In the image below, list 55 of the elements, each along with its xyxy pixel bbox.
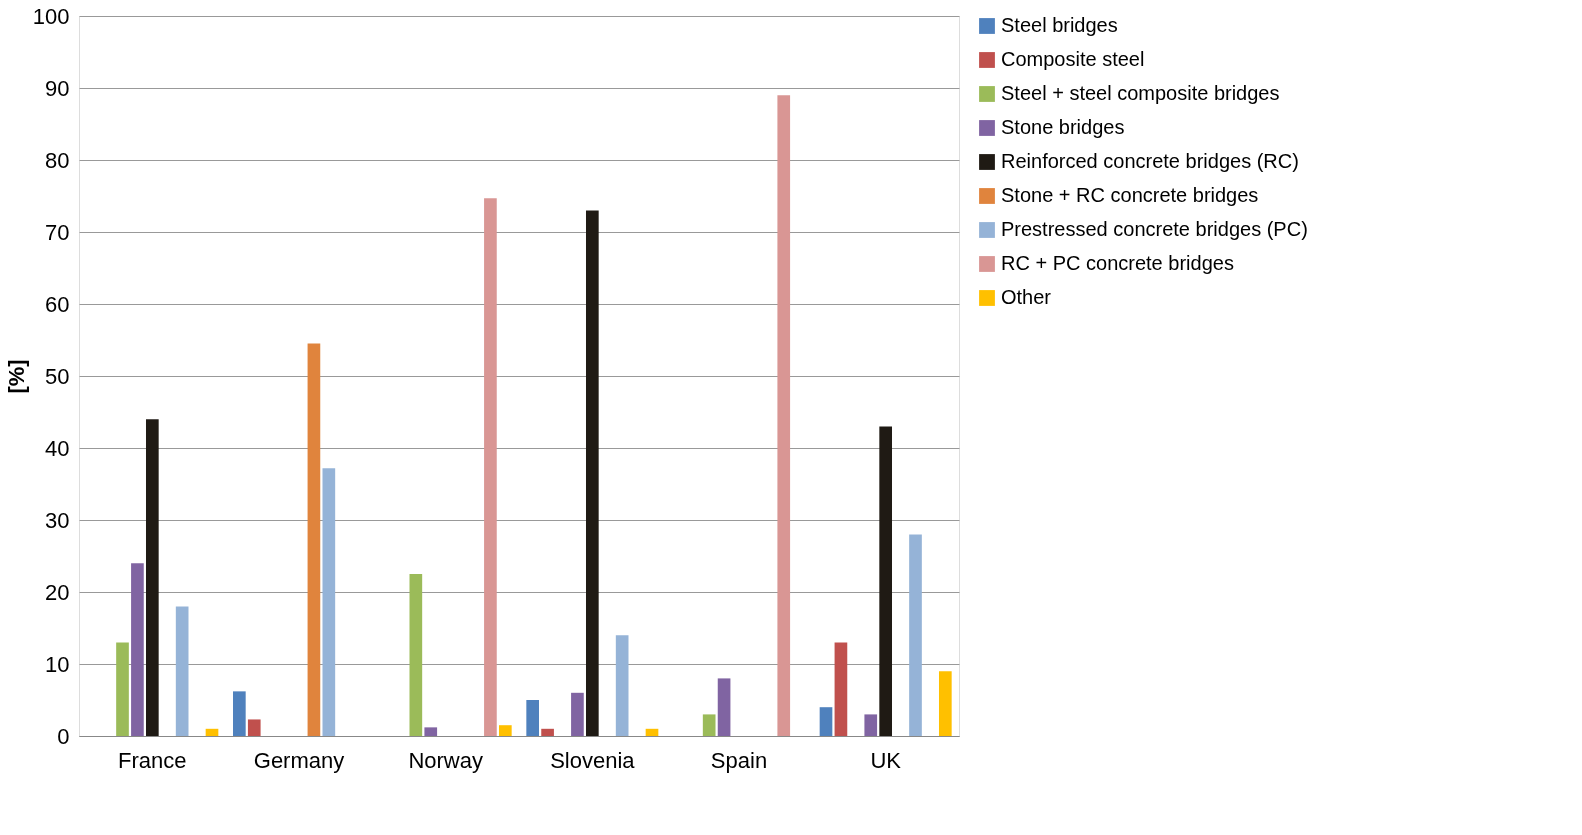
bar (175, 606, 189, 736)
y-tick-label: 30 (45, 507, 70, 533)
bar (717, 678, 731, 736)
bar (205, 728, 219, 736)
bar (484, 198, 497, 736)
y-tick-label: 90 (45, 75, 70, 101)
y-tick-label: 60 (45, 291, 70, 317)
bar (702, 714, 716, 736)
y-tick-label: 50 (45, 363, 70, 389)
y-tick-label: 20 (45, 579, 70, 605)
bar (307, 343, 321, 736)
bar (585, 210, 599, 736)
bar (424, 727, 438, 736)
bar (116, 642, 129, 736)
y-tick-label: 100 (32, 3, 70, 29)
bar (909, 534, 922, 736)
bar (819, 707, 833, 736)
bar (645, 728, 659, 736)
y-tick-label: 40 (45, 435, 70, 461)
bar (233, 691, 246, 736)
legend-label: Steel bridges (1001, 14, 1118, 36)
bar (145, 419, 159, 736)
bar (409, 574, 423, 736)
legend-label: Other (1001, 286, 1052, 308)
x-tick-label: Slovenia (550, 747, 636, 773)
x-tick-label: France (118, 747, 187, 773)
legend-label: Prestressed concrete bridges (PC) (1001, 218, 1308, 240)
bar (131, 563, 144, 736)
bar (526, 700, 540, 736)
legend-label: Steel + steel composite bridges (1001, 82, 1280, 104)
x-tick-label: UK (870, 747, 902, 773)
bar (864, 714, 878, 736)
legend-label: RC + PC concrete bridges (1001, 252, 1234, 274)
legend-label: Stone bridges (1001, 116, 1125, 138)
bar (247, 719, 261, 736)
y-tick-label: 80 (45, 147, 70, 173)
legend-label: Reinforced concrete bridges (RC) (1001, 150, 1299, 172)
y-axis-title: [%] (3, 359, 29, 394)
bar (571, 692, 584, 736)
bar (322, 468, 336, 736)
bar (777, 95, 791, 736)
x-tick-label: Germany (253, 747, 345, 773)
bar (615, 635, 629, 736)
y-tick-label: 70 (45, 219, 70, 245)
y-tick-label: 10 (45, 651, 70, 677)
bar (541, 728, 554, 736)
legend-label: Composite steel (1001, 48, 1145, 70)
legend-label: Stone + RC concrete bridges (1001, 184, 1259, 206)
bar (498, 725, 512, 736)
y-tick-label: 0 (57, 723, 70, 749)
bar (879, 426, 893, 736)
x-tick-label: Norway (408, 747, 483, 773)
bar (834, 642, 848, 736)
x-tick-label: Spain (710, 747, 768, 773)
bar (938, 671, 952, 736)
